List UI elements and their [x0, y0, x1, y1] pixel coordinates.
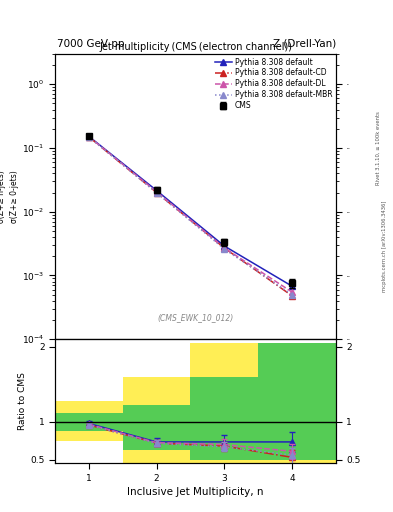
Text: 7000 GeV pp: 7000 GeV pp — [57, 38, 125, 49]
Pythia 8.308 default-DL — [290, 289, 294, 295]
Line: Pythia 8.308 default-CD: Pythia 8.308 default-CD — [86, 134, 295, 298]
Pythia 8.308 default — [154, 187, 159, 194]
Text: Z (Drell-Yan): Z (Drell-Yan) — [273, 38, 336, 49]
Line: Pythia 8.308 default: Pythia 8.308 default — [86, 134, 295, 289]
Pythia 8.308 default — [86, 133, 91, 139]
Pythia 8.308 default — [222, 243, 227, 249]
X-axis label: Inclusive Jet Multiplicity, n: Inclusive Jet Multiplicity, n — [127, 487, 264, 497]
Legend: Pythia 8.308 default, Pythia 8.308 default-CD, Pythia 8.308 default-DL, Pythia 8: Pythia 8.308 default, Pythia 8.308 defau… — [213, 56, 334, 112]
Pythia 8.308 default — [290, 283, 294, 289]
Pythia 8.308 default-DL — [86, 134, 91, 140]
Text: (CMS_EWK_10_012): (CMS_EWK_10_012) — [157, 313, 234, 322]
Y-axis label: Ratio to CMS: Ratio to CMS — [18, 372, 28, 430]
Title: Jet multiplicity (CMS (electron channel)): Jet multiplicity (CMS (electron channel)… — [99, 41, 292, 52]
Y-axis label: σ(Z+≥ n-jets)
σ(Z+≥ 0-jets): σ(Z+≥ n-jets) σ(Z+≥ 0-jets) — [0, 170, 19, 223]
Pythia 8.308 default-MBR — [290, 292, 294, 298]
Line: Pythia 8.308 default-MBR: Pythia 8.308 default-MBR — [86, 134, 295, 297]
Line: Pythia 8.308 default-DL: Pythia 8.308 default-DL — [86, 134, 295, 295]
Pythia 8.308 default-CD — [222, 245, 227, 251]
Pythia 8.308 default-MBR — [86, 134, 91, 140]
Text: mcplots.cern.ch [arXiv:1306.3436]: mcplots.cern.ch [arXiv:1306.3436] — [382, 200, 387, 291]
Pythia 8.308 default-DL — [222, 245, 227, 251]
Pythia 8.308 default-MBR — [154, 190, 159, 196]
Pythia 8.308 default-CD — [154, 189, 159, 196]
Pythia 8.308 default-MBR — [222, 246, 227, 252]
Pythia 8.308 default-DL — [154, 189, 159, 195]
Pythia 8.308 default-CD — [290, 293, 294, 299]
Pythia 8.308 default-CD — [86, 134, 91, 140]
Text: Rivet 3.1.10, ≥ 100k events: Rivet 3.1.10, ≥ 100k events — [376, 112, 380, 185]
